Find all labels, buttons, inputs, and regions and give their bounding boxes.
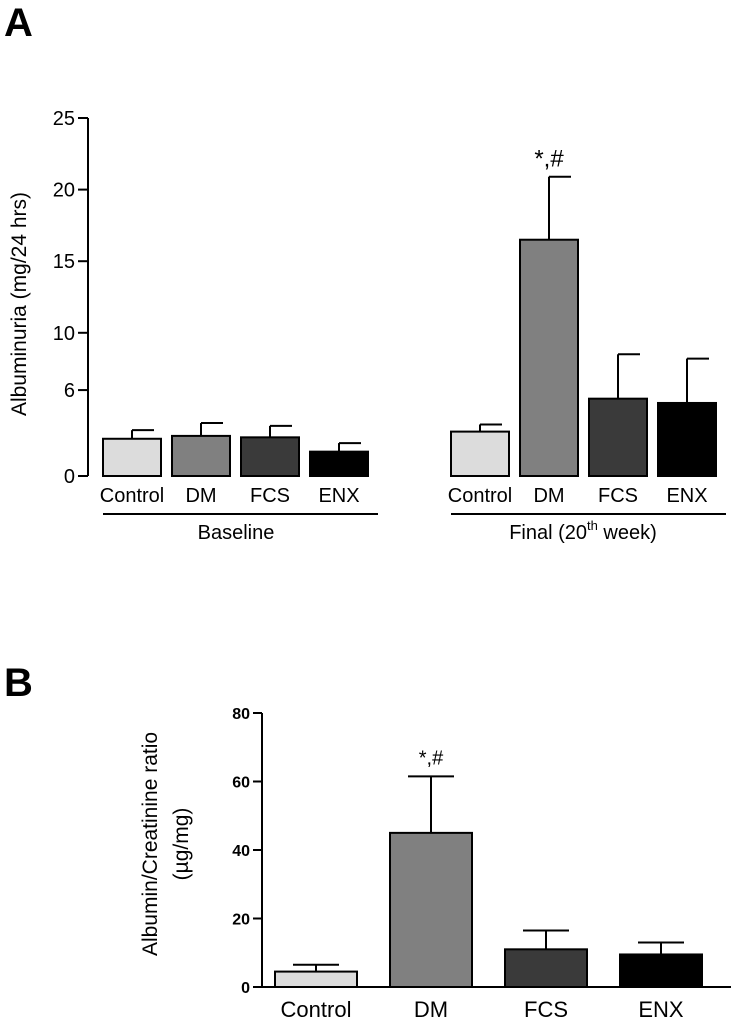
category-label: Control bbox=[448, 485, 512, 507]
y-tick-label: 40 bbox=[232, 843, 250, 860]
group-label-baseline: Baseline bbox=[198, 522, 275, 544]
bar bbox=[102, 437, 162, 478]
category-label: Control bbox=[281, 997, 352, 1022]
y-tick-label: 20 bbox=[53, 180, 75, 202]
y-tick-label: 15 bbox=[53, 251, 75, 273]
significance-annotation: *,# bbox=[419, 747, 444, 769]
category-label: ENX bbox=[318, 485, 359, 507]
group-label-final: Final (20th week) bbox=[509, 518, 657, 544]
panel-a-group-labels: Baseline Final (20th week) bbox=[198, 518, 657, 544]
panel-a-label: A bbox=[4, 1, 33, 45]
category-label: FCS bbox=[524, 997, 568, 1022]
category-label: DM bbox=[414, 997, 448, 1022]
category-label: ENX bbox=[638, 997, 684, 1022]
y-tick-label: 60 bbox=[232, 775, 250, 792]
bar bbox=[171, 434, 231, 477]
y-tick-label: 6 bbox=[64, 380, 75, 402]
y-tick-label: 80 bbox=[232, 706, 250, 723]
bar bbox=[657, 401, 717, 477]
bar bbox=[450, 430, 510, 477]
bar bbox=[389, 831, 473, 988]
bar bbox=[240, 436, 300, 477]
y-tick-label: 0 bbox=[64, 466, 75, 488]
category-label: FCS bbox=[598, 485, 638, 507]
panel-b-y-axis-label-line2: (µg/mg) bbox=[170, 808, 193, 881]
significance-annotation: *,# bbox=[534, 146, 564, 173]
category-label: Control bbox=[100, 485, 164, 507]
panel-a: A Albuminuria (mg/24 hrs) 0 6 10 15 20 25 Con… bbox=[4, 1, 726, 544]
panel-b-y-axis: 0 20 40 60 80 bbox=[232, 706, 731, 997]
panel-b-label: B bbox=[4, 661, 33, 705]
panel-a-y-axis: 0 6 10 15 20 25 bbox=[53, 108, 726, 515]
bar bbox=[504, 948, 588, 989]
y-tick-label: 25 bbox=[53, 108, 75, 130]
bar bbox=[619, 953, 703, 989]
bar bbox=[588, 397, 648, 477]
bar bbox=[309, 450, 369, 478]
bar bbox=[519, 238, 579, 477]
panel-b-y-axis-label-line1: Albumin/Creatinine ratio bbox=[139, 732, 162, 956]
category-label: FCS bbox=[250, 485, 290, 507]
panel-b-bars: Control DM *,# FCS ENX bbox=[274, 747, 703, 1022]
panel-b: B Albumin/Creatinine ratio (µg/mg) 0 20 40… bbox=[4, 661, 731, 1022]
y-tick-label: 0 bbox=[241, 980, 250, 997]
panel-a-bars: Control DM FCS ENX Control DM *,# FCS ENX bbox=[100, 146, 717, 507]
category-label: ENX bbox=[666, 485, 707, 507]
category-label: DM bbox=[533, 485, 564, 507]
y-tick-label: 10 bbox=[53, 323, 75, 345]
panel-a-y-axis-label: Albuminuria (mg/24 hrs) bbox=[8, 192, 31, 416]
category-label: DM bbox=[185, 485, 216, 507]
bar bbox=[274, 970, 358, 989]
y-tick-label: 20 bbox=[232, 912, 250, 929]
